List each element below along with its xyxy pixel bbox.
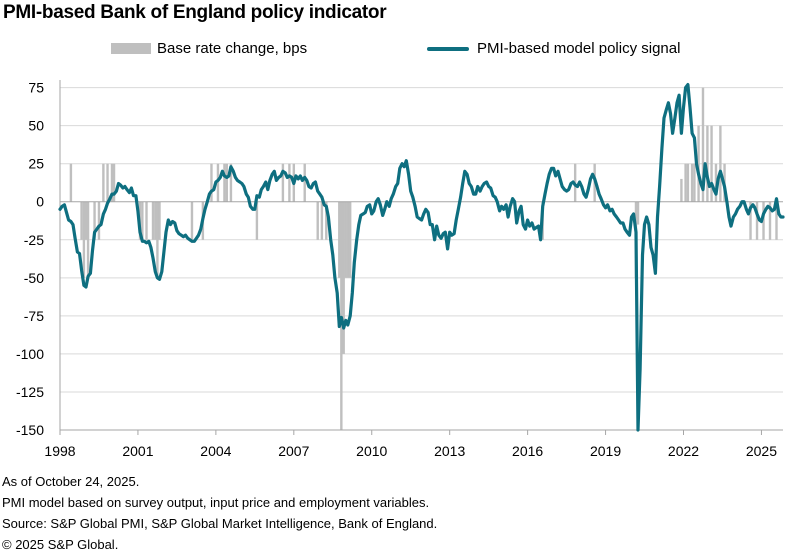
note-source: Source: S&P Global PMI, S&P Global Marke… (2, 516, 438, 531)
base-rate-bar (80, 201, 83, 240)
base-rate-bar (693, 163, 696, 202)
x-tick-label: 2025 (746, 443, 777, 459)
y-tick-label: 75 (28, 80, 44, 96)
base-rate-bar (229, 163, 233, 202)
base-rate-bar (775, 201, 778, 240)
base-rate-bar (749, 201, 752, 240)
base-rate-bar (84, 201, 88, 240)
base-rate-bar (684, 163, 687, 202)
base-rate-bar (69, 163, 73, 202)
y-tick-label: -50 (24, 270, 44, 286)
footnotes: As of October 24, 2025. PMI model based … (2, 471, 437, 555)
base-rate-bar (690, 163, 694, 202)
base-rate-bar (338, 201, 341, 278)
base-rate-bar (768, 201, 772, 240)
line-series (58, 82, 785, 432)
base-rate-bar (82, 201, 86, 278)
base-rate-bar (97, 201, 101, 240)
base-rate-bar (342, 201, 345, 354)
base-rate-bar (701, 87, 705, 202)
base-rate-bar (344, 201, 347, 278)
base-rate-bar (762, 201, 765, 240)
base-rate-bar (106, 163, 109, 202)
base-rate-bar (320, 201, 324, 240)
base-rate-bar (706, 125, 709, 202)
legend-swatch-bar (111, 43, 151, 54)
x-tick-label: 2013 (434, 443, 465, 459)
chart-plot: 75 50 25 0 -25 -50 -75 -100 -125 -150 1998 2001 200… (16, 80, 785, 459)
base-rate-bar (86, 201, 90, 278)
x-tick-label: 2016 (512, 443, 543, 459)
base-rate-bar (154, 201, 157, 240)
base-rate-bar (710, 125, 713, 202)
y-tick-label: 25 (28, 156, 44, 172)
note-copyright: © 2025 S&P Global. (2, 537, 119, 552)
base-rate-bar (156, 201, 159, 278)
base-rate-bar (141, 201, 144, 240)
y-tick-labels: 75 50 25 0 -25 -50 -75 -100 -125 -150 (16, 80, 44, 438)
base-rate-bar (158, 201, 161, 240)
axes (59, 80, 783, 435)
y-tick-label: 50 (28, 118, 44, 134)
note-as-of: As of October 24, 2025. (2, 474, 140, 489)
base-rate-bar (346, 201, 350, 278)
y-tick-label: -100 (16, 346, 44, 362)
base-rate-bar (325, 201, 328, 240)
base-rate-bar (755, 201, 759, 240)
x-tick-label: 2019 (590, 443, 621, 459)
base-rate-bar (190, 201, 194, 240)
base-rate-bar (93, 201, 96, 240)
x-tick-label: 2004 (200, 443, 231, 459)
legend-label-base-rate: Base rate change, bps (157, 40, 308, 57)
x-tick-label: 2022 (668, 443, 699, 459)
base-rate-bar (110, 163, 114, 202)
legend-item-base-rate: Base rate change, bps (111, 40, 307, 57)
base-rate-bar (680, 178, 683, 202)
base-rate-bar (288, 163, 291, 202)
y-tick-label: -25 (24, 232, 44, 248)
x-tick-labels: 1998 2001 2004 2007 2010 2013 2016 2019 2022 2025 (44, 443, 777, 459)
base-rate-bar (348, 201, 352, 278)
legend-swatch-line (427, 46, 469, 51)
base-rate-bar (216, 163, 220, 202)
base-rate-bar (303, 163, 306, 202)
y-tick-label: 0 (36, 194, 44, 210)
base-rate-bar (281, 163, 285, 202)
base-rate-bar (316, 201, 319, 240)
legend-label-model-signal: PMI-based model policy signal (477, 40, 681, 57)
base-rate-bar (145, 201, 148, 240)
x-tick-label: 2001 (122, 443, 153, 459)
x-tick-label: 2007 (278, 443, 309, 459)
base-rate-bar (686, 163, 690, 202)
legend: Base rate change, bps PMI-based model po… (0, 40, 803, 62)
base-rate-bar (225, 163, 228, 202)
note-model: PMI model based on survey output, input … (2, 495, 430, 510)
chart-title: PMI-based Bank of England policy indicat… (3, 2, 387, 23)
legend-item-model-signal: PMI-based model policy signal (427, 40, 680, 57)
base-rate-bar (223, 163, 226, 202)
base-rate-bar (151, 201, 155, 240)
base-rate-bar (636, 201, 640, 225)
y-tick-label: -75 (24, 308, 44, 324)
base-rate-bar (102, 163, 105, 202)
x-tick-label: 2010 (356, 443, 387, 459)
base-rate-bar (255, 201, 259, 240)
base-rate-bar (210, 163, 213, 202)
base-rate-bar (112, 163, 116, 202)
y-tick-label: -150 (16, 422, 44, 438)
model-signal-line (58, 82, 785, 432)
base-rate-bar (719, 125, 722, 202)
bar-series (69, 87, 778, 430)
x-tick-label: 1998 (44, 443, 75, 459)
y-tick-label: -125 (16, 384, 44, 400)
gridlines (60, 87, 783, 431)
base-rate-bar (697, 125, 700, 202)
